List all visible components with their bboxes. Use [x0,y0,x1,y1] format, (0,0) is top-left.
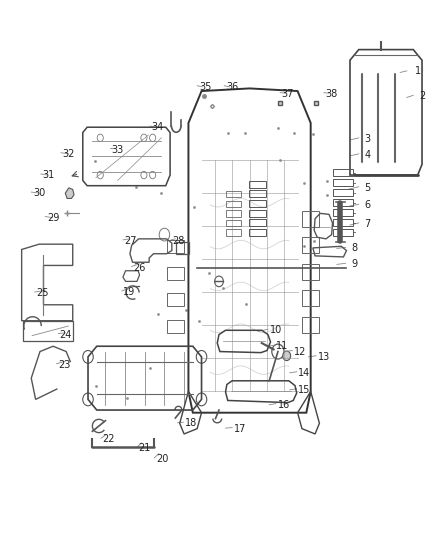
Text: 19: 19 [124,287,136,297]
Text: 10: 10 [270,325,282,335]
Text: 18: 18 [184,418,197,429]
Text: 17: 17 [234,424,246,434]
Text: 14: 14 [298,368,310,378]
Bar [333,179,353,186]
Text: 30: 30 [33,188,45,198]
Bar [249,209,266,216]
Bar [166,266,184,280]
Text: 8: 8 [351,243,357,253]
Bar [226,200,241,207]
Text: 37: 37 [282,88,294,99]
Text: 12: 12 [293,346,306,357]
Bar [249,190,266,197]
Bar [176,242,189,254]
Bar [333,229,353,236]
Text: 34: 34 [152,122,164,132]
Text: 2: 2 [419,91,425,101]
Text: 5: 5 [364,183,371,193]
Text: 16: 16 [278,400,290,410]
Bar [333,209,353,216]
Text: 3: 3 [364,134,371,144]
Text: 22: 22 [103,434,115,445]
Bar [302,211,319,227]
Text: 29: 29 [47,213,59,223]
Bar [333,169,353,176]
Text: 25: 25 [36,288,49,298]
Bar [226,220,241,226]
Text: 9: 9 [351,259,357,269]
Text: 15: 15 [298,385,311,395]
Text: 11: 11 [276,341,289,351]
Text: 28: 28 [173,236,185,246]
Text: 26: 26 [133,263,146,272]
Text: 33: 33 [112,144,124,155]
Bar [226,210,241,216]
Bar [249,200,266,207]
Text: 32: 32 [62,149,74,159]
Text: 23: 23 [58,360,70,370]
Text: 6: 6 [364,200,371,211]
Bar [302,317,319,333]
Bar [302,237,319,253]
Text: 31: 31 [42,170,55,180]
Text: 35: 35 [199,82,211,92]
Circle shape [283,351,290,361]
Text: 27: 27 [124,236,137,246]
Text: 1: 1 [415,66,421,76]
Bar [249,219,266,226]
Bar [302,290,319,306]
Bar [249,229,266,236]
Text: 21: 21 [138,443,151,453]
Bar [302,264,319,280]
Text: 36: 36 [226,82,238,92]
Bar [226,191,241,197]
Bar [333,189,353,196]
Text: 24: 24 [59,329,71,340]
Text: 13: 13 [318,352,330,362]
Bar [166,293,184,306]
Text: 20: 20 [156,454,169,464]
Bar [166,240,184,253]
Text: 4: 4 [364,150,371,160]
Bar [333,219,353,226]
Bar [166,320,184,333]
Polygon shape [65,188,74,198]
Bar [333,199,353,206]
Text: 7: 7 [364,219,371,229]
Text: 38: 38 [325,88,338,99]
Bar [226,229,241,236]
Bar [249,181,266,188]
